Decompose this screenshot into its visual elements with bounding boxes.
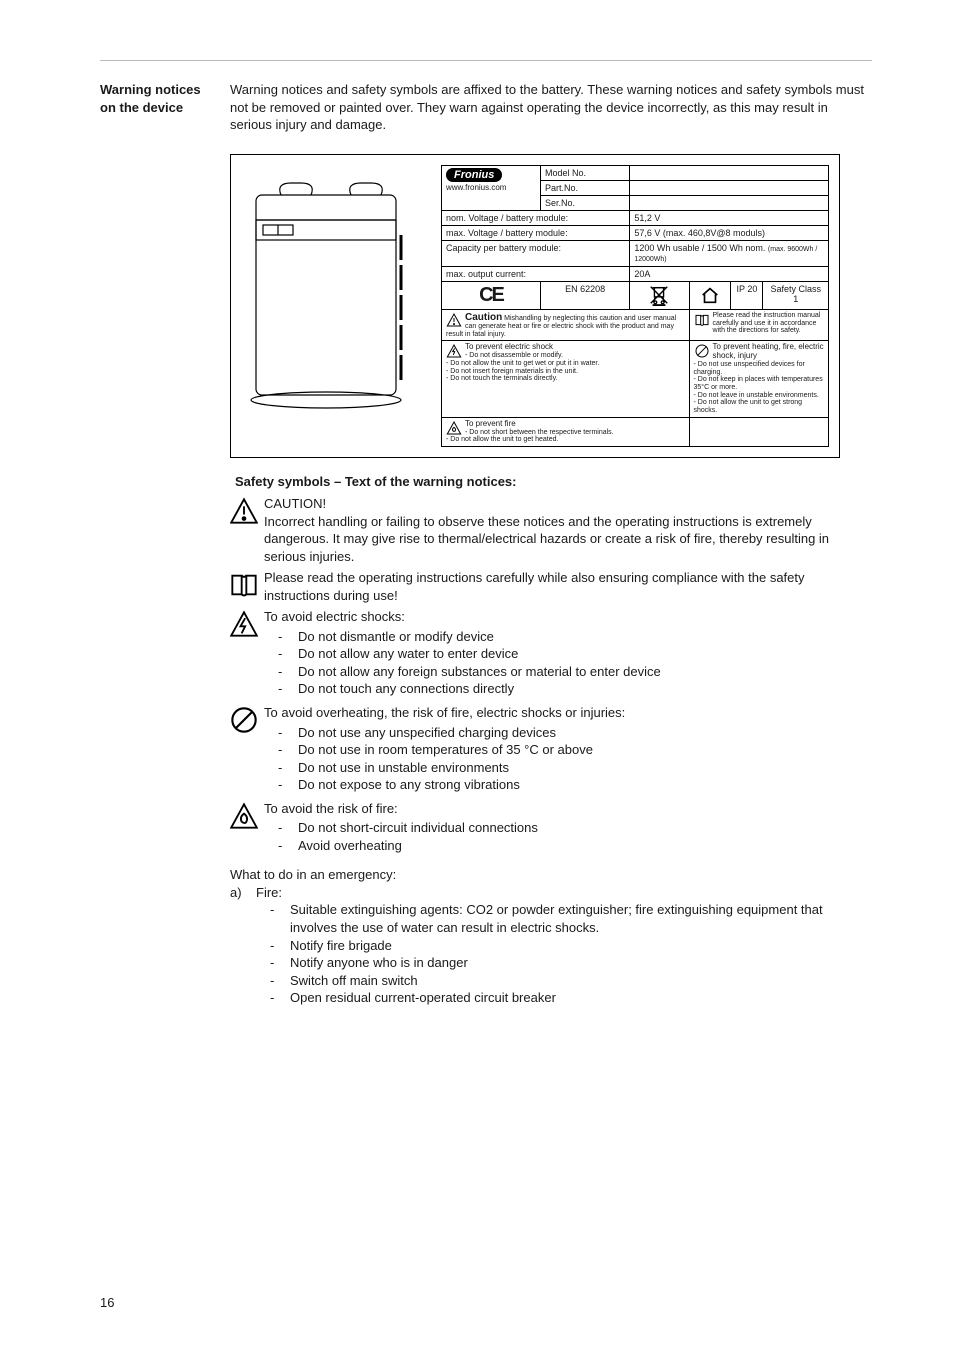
fire-box: To prevent fire - Do not short between t…: [442, 417, 690, 446]
ce-mark-cell: CE: [442, 282, 541, 310]
model-no-label: Model No.: [541, 165, 630, 180]
nom-voltage-value: 51,2 V: [630, 210, 829, 225]
section-heading: Warning notices on the device: [100, 81, 230, 116]
capacity-value-text: 1200 Wh usable / 1500 Wh nom.: [634, 243, 765, 253]
nom-voltage-label: nom. Voltage / battery module:: [442, 210, 630, 225]
electric-list: Do not dismantle or modify device Do not…: [264, 628, 872, 698]
indoor-use-icon: [689, 282, 731, 310]
manual-body: Please read the operating instructions c…: [264, 569, 872, 604]
caution-heading: CAUTION!: [264, 496, 326, 511]
output-current-value: 20A: [630, 267, 829, 282]
overheat-list: Do not use any unspecified charging devi…: [264, 724, 872, 794]
shock-head: To prevent electric shock: [465, 342, 553, 351]
list-item: Avoid overheating: [264, 837, 872, 855]
fire-triangle-icon: [230, 800, 264, 835]
fire-head: To prevent fire: [465, 419, 516, 428]
caution-block: CAUTION! Incorrect handling or failing t…: [230, 495, 872, 565]
caution-body: Incorrect handling or failing to observe…: [264, 514, 829, 564]
intro-paragraph: Warning notices and safety symbols are a…: [230, 81, 872, 134]
fire-text: - Do not short between the respective te…: [446, 429, 614, 444]
list-item: Do not use any unspecified charging devi…: [264, 724, 872, 742]
list-item: Switch off main switch: [270, 972, 872, 990]
heat-head: To prevent heating, fire, electric shock…: [713, 342, 824, 360]
ip-rating: IP 20: [731, 282, 763, 310]
emergency-list: Suitable extinguishing agents: CO2 or po…: [270, 901, 872, 1006]
list-item: Do not short-circuit individual connecti…: [264, 819, 872, 837]
safety-symbols-heading: Safety symbols – Text of the warning not…: [235, 474, 872, 489]
list-item: Notify anyone who is in danger: [270, 954, 872, 972]
page-number: 16: [100, 1295, 114, 1310]
ce-mark-icon: CE: [479, 284, 503, 306]
caution-triangle-icon: [230, 495, 264, 530]
prohibition-icon: [230, 704, 264, 739]
rating-label-table: Fronius www.fronius.com Model No. Part.N…: [441, 165, 829, 447]
list-item: Do not expose to any strong vibrations: [264, 776, 872, 794]
overheat-block: To avoid overheating, the risk of fire, …: [230, 704, 872, 796]
list-item: Do not allow any water to enter device: [264, 645, 872, 663]
manual-icon: [230, 569, 264, 604]
safety-class: Safety Class 1: [763, 282, 829, 310]
electric-block: To avoid electric shocks: Do not dismant…: [230, 608, 872, 700]
manual-text: Please read the instruction manual caref…: [713, 312, 821, 334]
emergency-a-label: Fire:: [256, 884, 282, 902]
list-item: Do not touch any connections directly: [264, 680, 872, 698]
output-current-label: max. output current:: [442, 267, 630, 282]
caution-box: Caution Mishandling by neglecting this c…: [442, 310, 690, 341]
caution-head: Caution: [465, 312, 502, 323]
list-item: Notify fire brigade: [270, 937, 872, 955]
heat-text: - Do not use unspecified devices for cha…: [694, 361, 823, 414]
manual-box: Please read the instruction manual caref…: [689, 310, 828, 341]
electric-heading: To avoid electric shocks:: [264, 609, 405, 624]
manual-block: Please read the operating instructions c…: [230, 569, 872, 604]
brand-url: www.fronius.com: [446, 183, 506, 192]
part-no-label: Part.No.: [541, 180, 630, 195]
shock-box: To prevent electric shock - Do not disas…: [442, 341, 690, 417]
weee-icon: [630, 282, 689, 310]
capacity-label: Capacity per battery module:: [442, 240, 630, 266]
fire-heading: To avoid the risk of fire:: [264, 801, 398, 816]
emergency-heading: What to do in an emergency:: [230, 866, 872, 884]
max-voltage-label: max. Voltage / battery module:: [442, 225, 630, 240]
ser-no-label: Ser.No.: [541, 195, 630, 210]
list-item: Do not use in unstable environments: [264, 759, 872, 777]
emergency-a: a): [230, 884, 256, 902]
fire-block: To avoid the risk of fire: Do not short-…: [230, 800, 872, 857]
list-item: Do not use in room temperatures of 35 °C…: [264, 741, 872, 759]
heading-line1: Warning notices: [100, 82, 201, 97]
heat-box: To prevent heating, fire, electric shock…: [689, 341, 828, 417]
top-rule: [100, 60, 872, 61]
list-item: Do not dismantle or modify device: [264, 628, 872, 646]
page: Warning notices on the device Warning no…: [0, 0, 954, 1350]
header-row: Warning notices on the device Warning no…: [100, 81, 872, 134]
brand-badge: Fronius: [446, 168, 502, 182]
overheat-heading: To avoid overheating, the risk of fire, …: [264, 705, 625, 720]
fire-list: Do not short-circuit individual connecti…: [264, 819, 872, 854]
capacity-value: 1200 Wh usable / 1500 Wh nom. (max. 9600…: [630, 240, 829, 266]
rating-label-figure: Fronius www.fronius.com Model No. Part.N…: [230, 154, 840, 458]
emergency-block: What to do in an emergency: a) Fire: Sui…: [230, 866, 872, 1006]
list-item: Suitable extinguishing agents: CO2 or po…: [270, 901, 872, 936]
list-item: Do not allow any foreign substances or m…: [264, 663, 872, 681]
en-standard: EN 62208: [541, 282, 630, 310]
shock-text: - Do not disassemble or modify. - Do not…: [446, 352, 599, 382]
heading-line2: on the device: [100, 100, 183, 115]
electric-shock-icon: [230, 608, 264, 643]
battery-device-illustration: [241, 165, 431, 447]
max-voltage-value: 57,6 V (max. 460,8V@8 moduls): [630, 225, 829, 240]
list-item: Open residual current-operated circuit b…: [270, 989, 872, 1007]
